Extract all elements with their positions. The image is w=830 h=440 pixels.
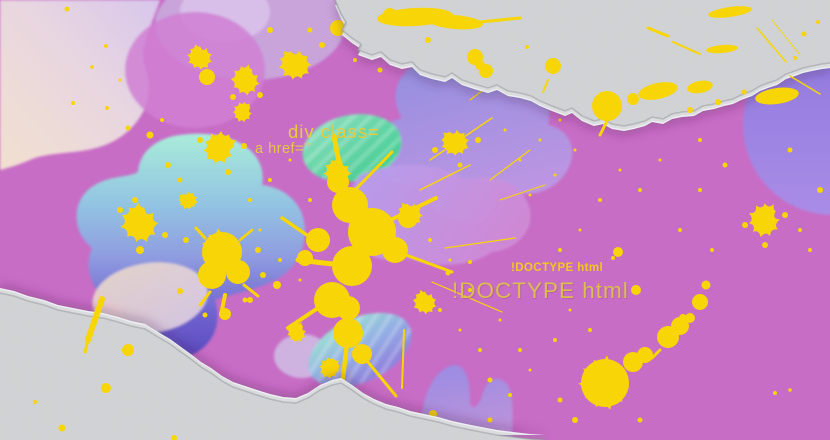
splatters-on-paper bbox=[33, 6, 821, 440]
